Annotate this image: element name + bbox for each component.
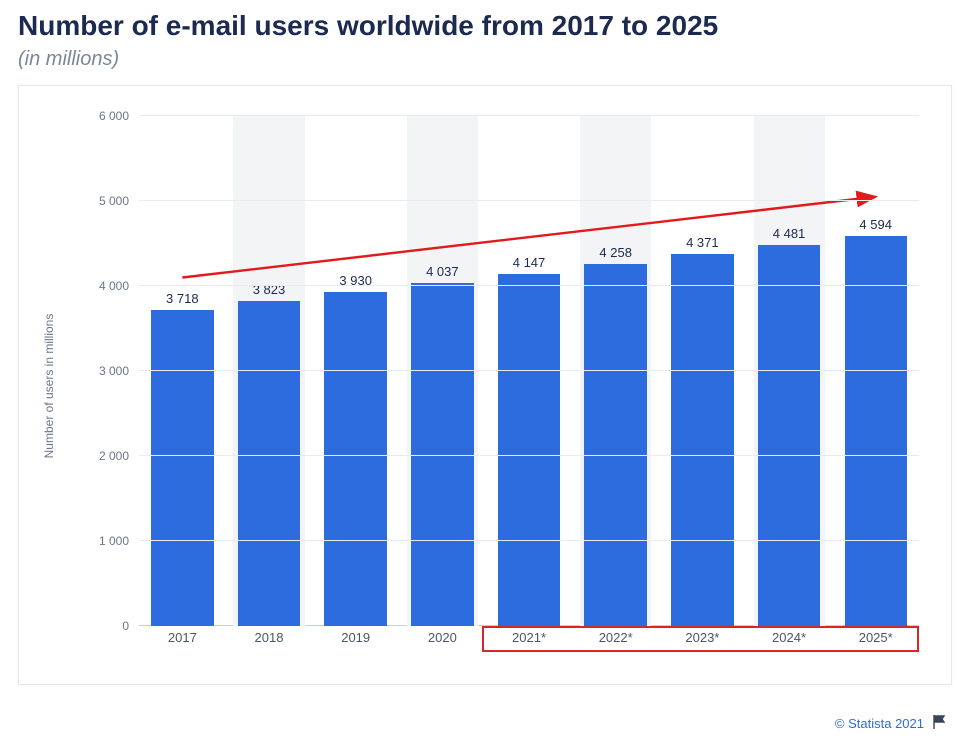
chart-subtitle: (in millions) [18, 48, 952, 71]
bar-value-label: 4 147 [498, 255, 560, 274]
y-tick-label: 1 000 [79, 534, 139, 548]
x-tick-label: 2022* [572, 630, 659, 660]
bar-value-label: 4 481 [758, 226, 820, 245]
x-tick-label: 2024* [746, 630, 833, 660]
y-tick-label: 4 000 [79, 279, 139, 293]
gridline [139, 455, 919, 456]
x-tick-label: 2020 [399, 630, 486, 660]
bar[interactable]: 4 147 [498, 274, 560, 626]
bar-value-label: 4 037 [411, 264, 473, 283]
bar-slot: 4 147 [486, 116, 573, 626]
x-axis-labels: 20172018201920202021*2022*2023*2024*2025… [139, 630, 919, 660]
bar-slot: 3 718 [139, 116, 226, 626]
bar[interactable]: 3 718 [151, 310, 213, 626]
bar-slot: 4 371 [659, 116, 746, 626]
x-tick-label: 2021* [486, 630, 573, 660]
bar[interactable]: 4 258 [584, 264, 646, 626]
gridline [139, 200, 919, 201]
bar-value-label: 4 258 [584, 245, 646, 264]
bars-group: 3 718 3 823 3 930 4 037 4 147 4 258 4 371 4 481… [139, 116, 919, 626]
gridline [139, 285, 919, 286]
y-tick-label: 5 000 [79, 194, 139, 208]
y-tick-label: 0 [79, 619, 139, 633]
x-tick-label: 2019 [312, 630, 399, 660]
bar[interactable]: 4 594 [845, 236, 907, 626]
chart-title: Number of e-mail users worldwide from 20… [18, 10, 952, 42]
bar-slot: 4 258 [572, 116, 659, 626]
plot-area: 3 718 3 823 3 930 4 037 4 147 4 258 4 371 4 481… [139, 116, 919, 626]
gridline [139, 370, 919, 371]
bar[interactable]: 4 371 [671, 254, 733, 626]
chart-container: Number of e-mail users worldwide from 20… [0, 0, 970, 742]
bar[interactable]: 3 823 [238, 301, 300, 626]
chart-card: Number of users in millions 3 7183 8233 … [18, 85, 952, 685]
x-tick-label: 2023* [659, 630, 746, 660]
source-link[interactable]: © Statista 2021 [835, 716, 924, 731]
y-tick-label: 3 000 [79, 364, 139, 378]
chart-footer: © Statista 2021 [835, 715, 948, 732]
bar-slot: 4 481 [746, 116, 833, 626]
bar[interactable]: 4 481 [758, 245, 820, 626]
y-tick-label: 6 000 [79, 109, 139, 123]
bar-slot: 4 037 [399, 116, 486, 626]
bar-slot: 4 594 [832, 116, 919, 626]
bar[interactable]: 3 930 [324, 292, 386, 626]
gridline [139, 540, 919, 541]
flag-icon[interactable] [932, 715, 948, 732]
x-tick-label: 2025* [832, 630, 919, 660]
y-axis-label: Number of users in millions [42, 314, 56, 459]
bar-value-label: 4 594 [845, 217, 907, 236]
bar-slot: 3 930 [312, 116, 399, 626]
x-tick-label: 2017 [139, 630, 226, 660]
bar-slot: 3 823 [226, 116, 313, 626]
gridline [139, 115, 919, 116]
y-tick-label: 2 000 [79, 449, 139, 463]
bar-value-label: 4 371 [671, 235, 733, 254]
bar-value-label: 3 718 [151, 291, 213, 310]
bar-value-label: 3 930 [324, 273, 386, 292]
x-tick-label: 2018 [226, 630, 313, 660]
